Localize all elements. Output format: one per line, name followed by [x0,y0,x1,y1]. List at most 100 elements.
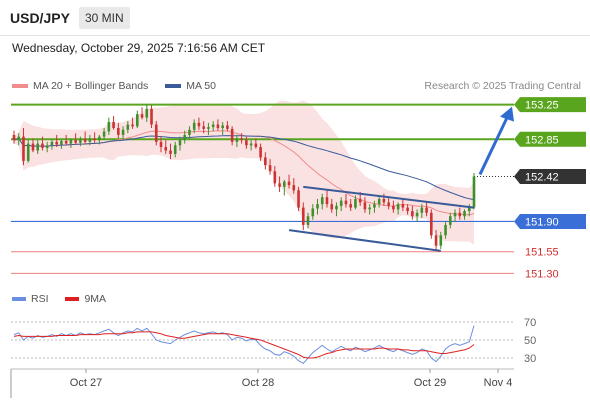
candle-body [173,145,177,154]
candle-body [363,202,367,210]
candle-body [159,141,163,148]
candle-body [12,134,16,141]
candle-body [458,212,462,217]
candle-body [211,124,215,128]
x-tick-label: Oct 27 [70,377,102,389]
candle-body [74,140,77,143]
candle-body [93,138,96,141]
candle-body [216,124,220,129]
candle-body [297,190,300,208]
candle-body [169,150,172,154]
candle-body [434,235,438,246]
candle-body [306,216,310,225]
candle-body [283,181,286,187]
bollinger-band [14,100,474,245]
legend-item-ma50: MA 50 [165,80,216,92]
candle-body [240,138,243,141]
candle-body [178,140,182,146]
price-tag-resistance [514,131,586,147]
rsi-tick-label: 30 [524,353,536,365]
price-tag-label: 152.42 [525,171,559,183]
candle-body [354,198,357,208]
candle-body [311,208,315,217]
candle-body [392,205,395,210]
candle-body [330,204,334,210]
candle-body [50,141,54,146]
candle-body [183,134,187,141]
candle-body [117,128,120,135]
trendline-1 [303,185,475,209]
candle-body [126,124,130,130]
candle-body [387,202,390,206]
chart-header: USD/JPY 30 MIN [0,0,590,36]
price-tag-pivot [514,213,586,229]
legend-label-rsi: RSI [31,293,49,305]
price-tag-label: 152.85 [525,134,559,146]
candle-body [472,176,476,208]
candle-body [230,128,234,142]
rsi-tick-label: 70 [524,317,536,329]
candle-body [207,127,210,129]
candle-body [131,124,134,127]
price-tag-label: 151.55 [525,247,559,259]
price-tag-last-price [514,168,586,184]
candle-body [325,197,329,205]
candle-body [41,143,44,148]
candle-body [45,145,49,148]
candle-body [259,147,262,158]
symbol-label: USD/JPY [10,10,70,26]
candle-body [420,207,424,213]
candle-body [368,207,371,210]
candle-body [467,207,471,212]
candle-body [396,204,400,210]
candle-body [406,207,409,212]
x-tick-label: Oct 29 [414,377,446,389]
candle-body [292,185,296,191]
candle-body [192,122,196,130]
candle-body [377,198,381,205]
legend-label-ma20: MA 20 + Bollinger Bands [33,80,149,92]
candle-body [55,141,58,145]
candle-body [448,216,452,225]
candle-body [373,204,376,208]
trendline-0 [288,229,441,252]
candle-body [112,121,115,129]
candle-body [188,129,191,135]
ma50-line [13,135,475,201]
chart-datetime: Wednesday, October 29, 2025 7:16:56 AM C… [12,41,266,55]
candle-body [98,136,101,141]
candle-body [411,211,414,217]
legend-item-rsi-ma: 9MA [65,293,106,305]
candle-body [339,200,343,206]
candle-body [278,183,281,187]
candle-body [202,126,205,129]
candle-body [401,204,405,208]
x-tick-label: Nov 4 [484,377,513,389]
candle-body [164,147,168,151]
forecast-arrow-shaft [478,115,510,176]
candle-body [197,122,201,127]
candle-body [382,198,386,203]
timeframe-button[interactable]: 30 MIN [79,7,130,29]
legend-swatch-rsi-ma [65,297,80,302]
candle-body [301,207,305,225]
candle-body [64,140,68,144]
candle-body [358,198,362,203]
candle-body [121,129,125,135]
candle-body [439,235,443,246]
candle-body [453,212,457,217]
candle-body [221,125,224,129]
candle-body [425,207,428,213]
candle-body [150,108,153,125]
copyright-text: Research © 2025 Trading Central [424,80,581,92]
candle-body [102,131,106,137]
candle-body [249,143,253,146]
price-tag-label: 151.90 [525,216,559,228]
rsi-ma-line [13,331,475,359]
candle-body [88,138,92,142]
rsi-tick-label: 50 [524,335,536,347]
candle-body [444,224,447,236]
candle-body [226,125,229,129]
candle-body [463,211,466,217]
